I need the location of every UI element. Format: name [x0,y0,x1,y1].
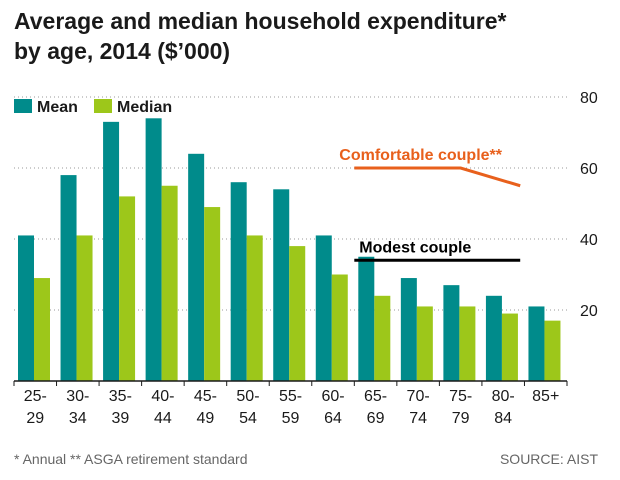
x-tick-label: 25- [24,388,47,405]
bar-mean [443,285,460,381]
x-tick-label: 49 [197,410,215,427]
x-tick-label: 50- [236,388,259,405]
y-tick-label: 80 [580,90,598,107]
x-tick-label: 75- [449,388,472,405]
x-tick-label: 55- [279,388,302,405]
legend-label: Mean [37,99,78,116]
bar-mean [18,235,34,381]
bar-median [416,306,433,381]
bar-mean [103,121,120,381]
bar-mean [528,306,545,381]
bar-mean [400,278,417,381]
x-tick-label: 64 [324,410,342,427]
bar-median [331,274,348,381]
bar-median [76,235,93,381]
x-tick-label: 34 [69,410,87,427]
source-note: SOURCE: AIST [499,451,598,467]
y-tick-label: 60 [580,161,598,178]
bar-median [161,185,178,381]
bar-median [289,246,306,381]
legend-label: Median [117,99,172,116]
y-tick-label: 40 [580,232,598,249]
bar-median [119,196,136,381]
bar-median [374,295,391,381]
x-tick-label: 74 [409,410,427,427]
x-tick-label: 60- [321,388,344,405]
bar-median [501,313,518,381]
x-tick-label: 35- [109,388,132,405]
bar-median [204,207,221,381]
y-tick-label: 20 [580,303,598,320]
bar-mean [230,182,247,381]
x-tick-label: 40- [151,388,174,405]
chart-title-line-1: Average and median household expenditure… [14,8,507,34]
x-tick-label: 30- [66,388,89,405]
bar-median [246,235,263,381]
modest-couple-label: Modest couple [359,239,471,256]
x-tick-label: 44 [154,410,172,427]
bar-mean [315,235,332,381]
chart-title-line-2: by age, 2014 ($’000) [14,38,231,64]
x-tick-label: 45- [194,388,217,405]
x-tick-label: 69 [367,410,385,427]
footnote: * Annual ** ASGA retirement standard [14,451,248,467]
x-tick-label: 39 [111,410,129,427]
bar-median [459,306,476,381]
bar-mean [60,175,77,381]
legend-swatch [14,99,32,113]
legend-swatch [94,99,112,113]
comfortable-couple-label: Comfortable couple** [339,147,502,164]
bar-mean [188,153,205,381]
x-tick-label: 65- [364,388,387,405]
chart-title: Average and median household expenditure… [14,6,574,66]
x-tick-label: 59 [282,410,300,427]
x-tick-label: 79 [452,410,470,427]
bar-median [544,320,561,381]
bar-mean [358,256,375,381]
bar-mean [145,118,162,382]
bar-mean [273,189,290,381]
x-tick-label: 85+ [532,388,559,405]
x-tick-label: 54 [239,410,257,427]
comfortable-couple-line [354,166,521,188]
bar-mean [485,295,502,381]
x-tick-label: 70- [407,388,430,405]
x-tick-label: 29 [26,410,44,427]
x-tick-label: 84 [494,410,512,427]
x-tick-label: 80- [492,388,515,405]
bar-median [34,278,50,381]
